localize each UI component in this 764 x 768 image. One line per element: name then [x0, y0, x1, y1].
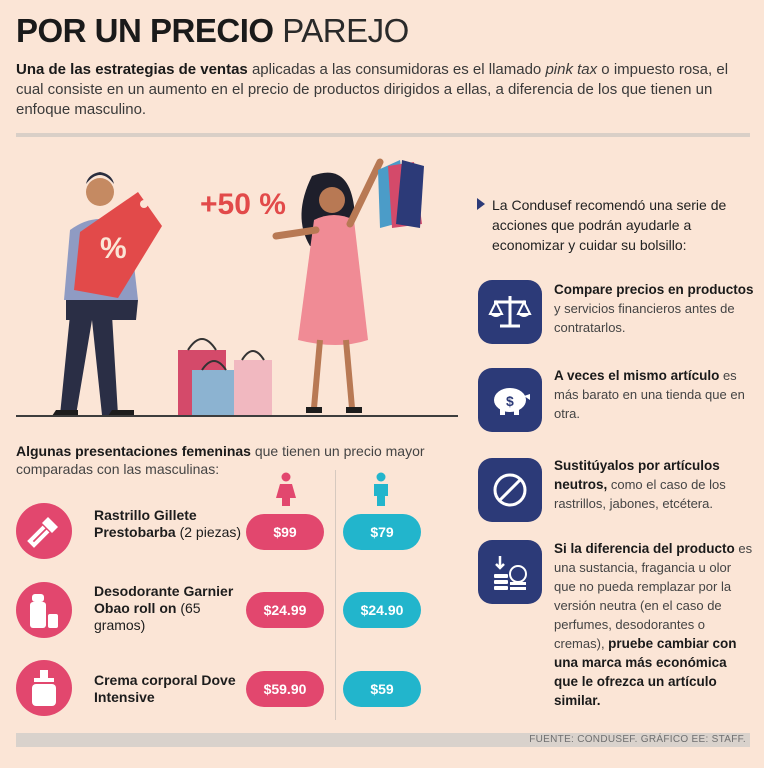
- floor-line: [16, 415, 458, 417]
- intro-italic: pink tax: [545, 61, 598, 78]
- intro-bold: Una de las estrategias de ventas: [16, 61, 248, 78]
- products-intro: Algunas presentaciones femeninas que tie…: [16, 442, 446, 478]
- products-intro-text: que tienen un precio mayor comparadas co…: [16, 443, 425, 477]
- divider: [16, 133, 750, 137]
- scale-icon: [478, 280, 542, 344]
- product-name: Crema corporal Dove Intensive: [94, 672, 236, 705]
- product-name: Rastrillo Gillete Prestobarba (2 piezas): [94, 507, 242, 540]
- shopping-illustration: %: [52, 158, 424, 416]
- female-price: $59.90: [246, 671, 324, 707]
- male-price: $24.90: [343, 592, 421, 628]
- bullet-marker: [477, 198, 485, 210]
- held-bags: [378, 160, 424, 228]
- female-icon: [276, 472, 296, 506]
- intro-text-2: o impuesto rosa, el cual consiste en un …: [16, 61, 729, 118]
- female-price: $24.99: [246, 592, 324, 628]
- title-bold: POR UN PRECIO: [16, 12, 274, 49]
- percent-tag: %: [74, 192, 162, 298]
- products-intro-bold: Algunas presentaciones femeninas: [16, 443, 251, 459]
- footer-bar: [16, 733, 750, 747]
- razor-icon: [16, 503, 72, 559]
- svg-text:$: $: [506, 393, 514, 409]
- tip-text: Compare precios en productos y servicios…: [554, 282, 754, 335]
- tip-text: A veces el mismo artículo es más barato …: [554, 368, 745, 421]
- no-symbol-icon: [478, 458, 542, 522]
- woman-figure: [272, 158, 384, 413]
- tip-text: Sustitúyalos por artículos neutros, como…: [554, 458, 726, 511]
- percent-tag-text: %: [100, 232, 127, 265]
- increase-label: +50 %: [200, 188, 286, 221]
- male-icon: [374, 472, 388, 506]
- female-price: $99: [246, 514, 324, 550]
- title-light: PAREJO: [282, 12, 409, 49]
- column-separator: [335, 470, 336, 720]
- piggy-bank-icon: $: [478, 368, 542, 432]
- floor-bags: [178, 338, 272, 416]
- intro-paragraph: Una de las estrategias de ventas aplicad…: [16, 60, 751, 120]
- male-price: $59: [343, 671, 421, 707]
- coins-icon: [478, 540, 542, 604]
- cream-bottle-icon: [16, 660, 72, 716]
- intro-text-1: aplicadas a las consumidoras es el llama…: [247, 61, 546, 78]
- deodorant-icon: [16, 582, 72, 638]
- product-name: Desodorante Garnier Obao roll on (65 gra…: [94, 583, 234, 633]
- tips-lead: La Condusef recomendó una serie de accio…: [492, 197, 727, 253]
- male-price: $79: [343, 514, 421, 550]
- source-credit: FUENTE: CONDUSEF. GRÁFICO EE: STAFF.: [529, 734, 746, 745]
- page-title: POR UN PRECIO PAREJO: [16, 12, 409, 50]
- tip-text: Si la diferencia del producto es una sus…: [554, 541, 753, 708]
